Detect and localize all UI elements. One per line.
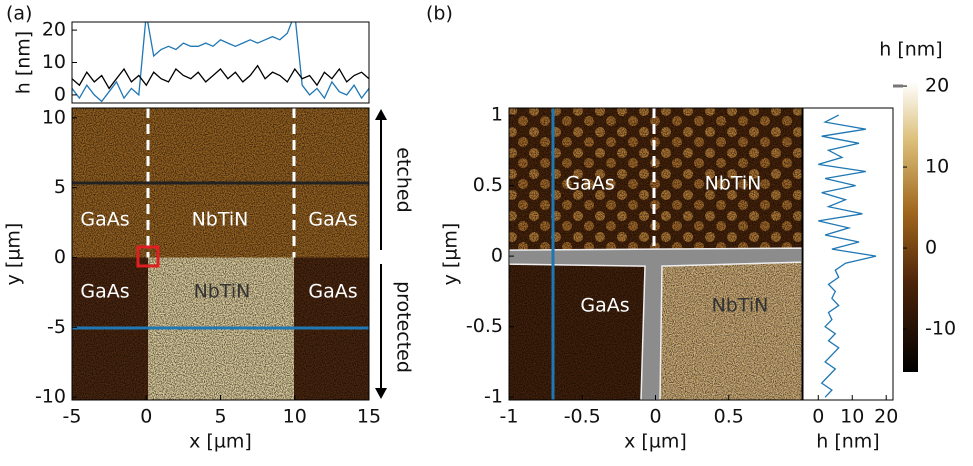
region-label: NbTiN — [194, 281, 251, 303]
x-axis-label: x [µm] — [624, 431, 687, 453]
arrow-head — [375, 109, 387, 120]
x-tick-label: 15 — [357, 406, 381, 428]
y-tick-label: 0 — [491, 245, 503, 267]
x-tick-label: 10 — [283, 406, 307, 428]
region-label: NbTiN — [712, 295, 769, 317]
colorbar-tick-label: 10 — [925, 156, 949, 178]
x-axis-label: h [nm] — [816, 431, 879, 453]
y-tick-label: -1 — [484, 386, 503, 408]
panel-label: (b) — [426, 3, 453, 25]
x-tick-label: -5 — [63, 406, 82, 428]
y-tick-label: 0 — [54, 246, 66, 268]
y-axis-label: y [µm] — [440, 223, 462, 286]
region-label: GaAs — [308, 281, 357, 303]
x-tick-label: -1 — [500, 406, 519, 428]
x-axis-label: x [µm] — [189, 431, 252, 453]
y-axis-label: y [µm] — [3, 223, 25, 286]
y-tick-label: 20 — [42, 19, 66, 41]
colorbar-label: h [nm] — [879, 39, 942, 61]
side-label: etched — [393, 147, 415, 212]
plot-background — [803, 108, 893, 400]
plot-background — [72, 22, 369, 103]
x-tick-label: 10 — [840, 406, 864, 428]
x-tick-label: -0.5 — [564, 406, 601, 428]
colorbar — [903, 82, 918, 372]
region-label: NbTiN — [705, 173, 762, 195]
x-tick-label: 5 — [214, 406, 226, 428]
y-tick-label: -5 — [47, 316, 66, 338]
colorbar-tick-label: 20 — [925, 75, 949, 97]
colorbar-tick-label: 0 — [925, 237, 937, 259]
y-tick-label: 0.5 — [473, 174, 503, 196]
region-label: GaAs — [80, 209, 129, 231]
y-tick-label: 10 — [42, 106, 66, 128]
y-axis-label: h [nm] — [13, 31, 35, 94]
side-label: protected — [393, 281, 415, 373]
region-label: GaAs — [580, 295, 629, 317]
y-tick-label: -0.5 — [466, 315, 503, 337]
y-tick-label: 1 — [491, 104, 503, 126]
y-tick-label: 0 — [54, 83, 66, 105]
y-tick-label: -10 — [35, 386, 66, 408]
region-label: GaAs — [80, 281, 129, 303]
x-tick-label: 20 — [874, 406, 898, 428]
x-tick-label: 0 — [812, 406, 824, 428]
y-tick-label: 10 — [42, 51, 66, 73]
figure: 01020h [nm](a)GaAsNbTiNGaAsGaAsNbTiNGaAs… — [0, 0, 973, 466]
arrow-head — [375, 388, 387, 399]
region-label: GaAs — [308, 209, 357, 231]
x-tick-label: 0 — [649, 406, 661, 428]
panel-label: (a) — [6, 3, 32, 25]
x-tick-label: 0 — [140, 406, 152, 428]
y-tick-label: 5 — [54, 176, 66, 198]
region-label: GaAs — [565, 173, 614, 195]
texture — [659, 256, 802, 400]
texture — [72, 108, 369, 400]
x-tick-label: 0.5 — [714, 406, 744, 428]
colorbar-tick-label: -10 — [925, 318, 956, 340]
region-label: NbTiN — [192, 209, 249, 231]
